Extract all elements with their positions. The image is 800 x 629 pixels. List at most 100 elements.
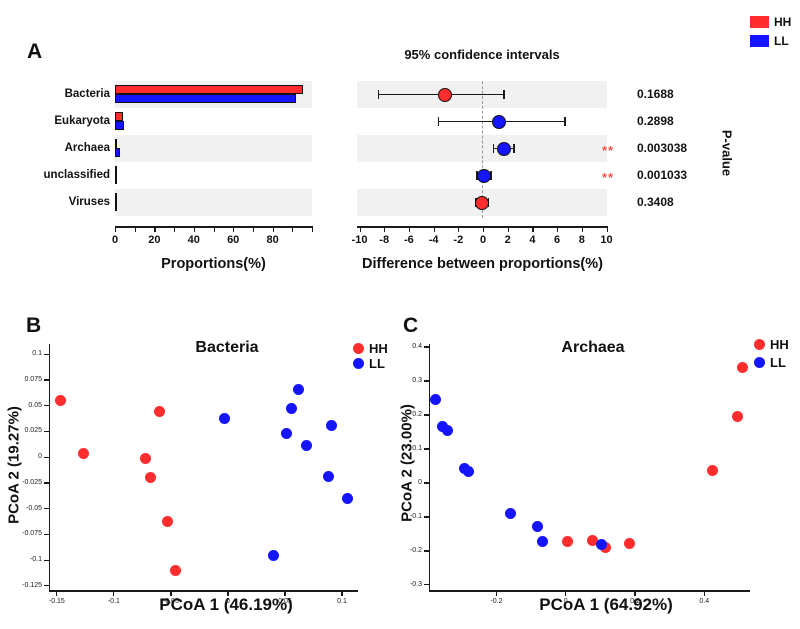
pcoa-bacteria-x-tick <box>227 591 229 596</box>
category-label: Archaea <box>64 142 110 154</box>
bar-hh <box>115 112 123 121</box>
pcoa-bacteria-x-tick-label: 0.1 <box>337 597 347 605</box>
ci-cap <box>564 117 566 126</box>
pcoa2-axis-label-c: PCoA 2 (23.00%) <box>398 404 416 522</box>
pcoa-bacteria-y-tick <box>44 456 49 458</box>
bar-ll <box>115 94 297 103</box>
pcoa-archaea-point-ll <box>595 539 607 551</box>
panel-c-label: C <box>403 314 419 337</box>
pcoa-bacteria-x-tick <box>284 591 286 596</box>
ci-mean-dot-hh <box>474 195 489 210</box>
ci-axis-tick <box>408 226 411 232</box>
ci-mean-dot-ll <box>496 141 511 156</box>
pcoa-archaea-y-axis <box>428 344 430 592</box>
pcoa-archaea-x-tick <box>495 591 498 596</box>
difference-axis-title: Difference between proportions(%) <box>362 256 603 272</box>
bar-ll <box>115 175 117 184</box>
pcoa-bacteria-point-hh <box>140 452 152 464</box>
pcoa-bacteria-y-tick <box>44 430 49 433</box>
pcoa-archaea-y-tick-label: -0.2 <box>409 546 422 554</box>
pcoa-archaea-y-tick-label: 0.4 <box>412 343 422 351</box>
hh-color-swatch <box>750 16 769 28</box>
pcoa-bacteria-y-tick-label: 0.05 <box>28 401 42 409</box>
ci-axis-tick <box>433 226 435 232</box>
pcoa-bacteria-x-tick-label: -0.05 <box>162 597 179 605</box>
hh-legend-label: HH <box>774 15 792 29</box>
pcoa-archaea-x-tick <box>703 591 705 596</box>
pcoa-archaea-y-tick-label: 0.1 <box>412 444 422 452</box>
category-label: unclassified <box>43 169 110 181</box>
panel-a-label: A <box>27 40 43 63</box>
bar-axis-tick <box>134 226 136 232</box>
ci-axis-tick <box>384 226 386 232</box>
ci-axis-tick <box>359 226 361 232</box>
bar-axis-tick <box>272 226 274 232</box>
ci-mean-dot-ll <box>477 168 492 183</box>
pcoa-archaea-y-tick <box>424 482 429 484</box>
pcoa-archaea-title: Archaea <box>561 339 625 356</box>
pcoa-bacteria-point-ll <box>326 419 338 431</box>
pcoa-bacteria-point-hh <box>154 406 165 418</box>
pcoa-bacteria-y-tick <box>44 533 49 535</box>
pcoa-bacteria-y-tick-label: -0.025 <box>22 478 42 486</box>
pcoa-bacteria-point-ll <box>219 412 231 424</box>
pcoa-bacteria-point-ll <box>268 549 280 561</box>
pcoa-archaea-y-tick <box>424 550 429 552</box>
ci-axis-line <box>357 226 608 228</box>
pcoa-bacteria-x-tick <box>113 591 115 596</box>
category-label: Viruses <box>68 196 110 208</box>
pcoa-archaea-x-tick-label: 0 <box>563 597 568 605</box>
pcoa-bacteria-x-tick-label: 0 <box>226 597 230 605</box>
ci-cap <box>490 171 492 180</box>
pcoa-bacteria-point-ll <box>293 383 305 395</box>
bar-hh <box>115 166 117 175</box>
ci-cap <box>437 117 440 126</box>
bar-axis-tick <box>193 226 195 232</box>
ci-cap <box>513 144 515 153</box>
pcoa-archaea-point-hh <box>732 410 744 422</box>
ll-point-swatch <box>754 356 765 368</box>
pcoa-bacteria-y-tick <box>44 405 49 407</box>
bar-axis-tick <box>312 226 314 232</box>
ci-axis-tick <box>581 226 583 232</box>
pcoa-bacteria-y-tick-label: 0 <box>38 453 42 461</box>
bar-axis-tick <box>292 226 294 232</box>
bar-axis-tick-label: 80 <box>266 234 279 246</box>
pcoa-archaea-point-ll <box>462 465 474 477</box>
pcoa-archaea-x-tick-label: -0.2 <box>490 597 503 605</box>
ci-axis-tick-label: -2 <box>453 234 464 246</box>
ll-color-swatch <box>750 35 769 47</box>
pcoa-archaea-point-hh <box>562 535 574 547</box>
ci-axis-tick-label: 8 <box>578 234 585 246</box>
ci-axis-tick-label: -6 <box>404 234 414 246</box>
legend-item-ll: LL <box>353 356 385 371</box>
pcoa-bacteria-point-hh <box>77 447 89 459</box>
ci-axis-tick-label: 10 <box>600 234 613 246</box>
pcoa-bacteria-x-tick <box>341 591 343 596</box>
bar-ll <box>115 148 120 157</box>
pcoa-bacteria-point-hh <box>169 564 181 576</box>
pcoa-bacteria-point-hh <box>54 395 66 407</box>
ci-plot-title: 95% confidence intervals <box>404 47 560 62</box>
pcoa-bacteria-y-tick-label: 0.025 <box>24 427 42 435</box>
pcoa-archaea-y-tick <box>424 516 429 518</box>
bar-axis-tick <box>252 226 255 232</box>
ci-axis-tick <box>606 226 608 232</box>
hh-point-swatch <box>754 338 765 350</box>
pcoa-bacteria-point-ll <box>301 440 313 452</box>
pcoa-archaea-y-tick-label: -0.3 <box>409 580 422 588</box>
ll-legend-label: LL <box>770 354 786 370</box>
bar-axis-tick-label: 20 <box>148 234 161 246</box>
pcoa-bacteria-point-ll <box>322 471 334 483</box>
pcoa-archaea-x-tick <box>634 591 636 596</box>
pcoa-archaea-y-tick-label: -0.1 <box>409 512 422 520</box>
p-value: 0.001033 <box>637 168 688 182</box>
bar-hh <box>115 85 304 94</box>
pcoa-archaea-point-hh <box>736 361 748 373</box>
ci-cap <box>377 90 380 99</box>
ci-axis-tick-label: -8 <box>379 234 390 246</box>
pcoa-archaea-x-axis <box>428 590 750 592</box>
bar-axis-tick-label: 40 <box>187 234 200 246</box>
pcoa-archaea-point-ll <box>441 425 453 437</box>
hh-point-swatch <box>353 342 364 354</box>
